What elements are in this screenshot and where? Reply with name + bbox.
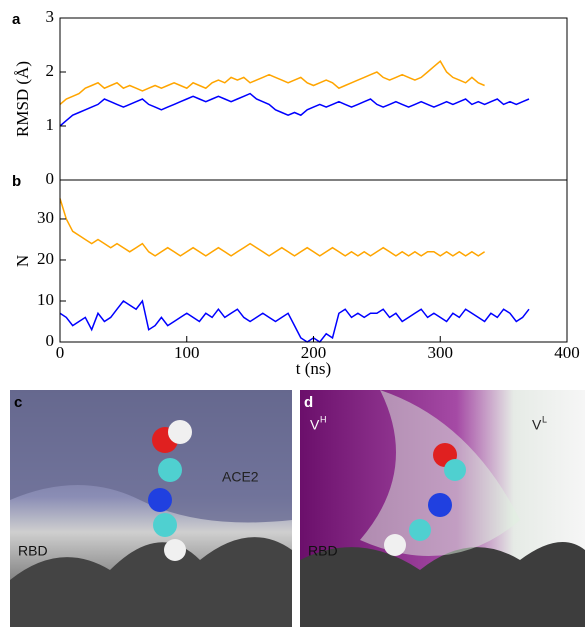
y-tick-label: 3 (46, 7, 55, 26)
x-tick-label: 100 (174, 343, 200, 362)
y-axis-label: N (13, 255, 32, 267)
plot-frame (59, 179, 568, 343)
series-line (59, 299, 530, 344)
y-tick-label: 10 (37, 290, 54, 309)
y-tick-label: 30 (37, 208, 54, 227)
y-tick-label: 0 (46, 169, 55, 188)
y-tick-label: 1 (46, 115, 55, 134)
panel-label: b (12, 173, 21, 190)
x-tick-label: 400 (554, 343, 580, 362)
protein-label: RBD (308, 543, 338, 559)
chain-label: V (532, 417, 542, 433)
protein-label: ACE2 (222, 469, 259, 485)
series-line (59, 92, 530, 127)
series-line (59, 60, 485, 105)
y-tick-label: 20 (37, 249, 54, 268)
y-tick-label: 0 (46, 331, 55, 350)
chain-label-sup: H (320, 414, 327, 424)
y-tick-label: 2 (46, 61, 55, 80)
x-tick-label: 200 (301, 343, 327, 362)
chain-label: V (310, 417, 320, 433)
x-axis-label: t (ns) (296, 359, 331, 378)
chain-label-sup: L (542, 414, 547, 424)
structure-image-c (10, 390, 292, 627)
panel-label: a (12, 11, 21, 28)
protein-label: RBD (18, 543, 48, 559)
structure-image-d (300, 390, 585, 627)
series-line (59, 198, 486, 257)
panel-label: c (14, 394, 22, 411)
x-tick-label: 300 (428, 343, 454, 362)
panel-label: d (304, 394, 313, 411)
x-tick-label: 0 (56, 343, 65, 362)
y-axis-label: RMSD (Å) (13, 61, 32, 137)
plot-frame (59, 17, 568, 181)
